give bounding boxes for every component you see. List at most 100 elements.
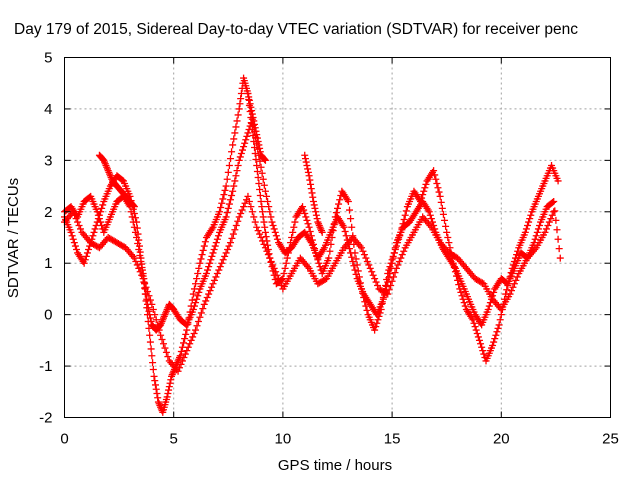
data-point [289, 228, 297, 236]
data-point [98, 204, 106, 212]
data-point [244, 90, 252, 97]
data-point [234, 162, 242, 169]
data-point [325, 254, 333, 262]
data-point [385, 286, 393, 294]
data-point [326, 247, 334, 255]
data-point [69, 208, 77, 216]
data-point [176, 364, 184, 372]
data-point [472, 326, 480, 334]
data-point [342, 232, 350, 240]
data-point [165, 383, 173, 391]
data-point [217, 204, 225, 211]
data-point [300, 206, 308, 214]
y-tick-label: 4 [44, 101, 52, 118]
data-point [261, 223, 269, 231]
data-point [336, 196, 344, 204]
data-point [231, 226, 239, 234]
data-point [473, 330, 481, 337]
data-point [223, 175, 231, 183]
data-point [154, 394, 162, 402]
data-point [305, 172, 313, 180]
data-point [149, 359, 157, 367]
data-point [167, 376, 175, 384]
data-point [555, 245, 563, 253]
data-point [231, 177, 239, 185]
data-point [221, 186, 229, 194]
data-point [174, 367, 182, 375]
data-point [240, 203, 248, 211]
data-point [432, 175, 440, 183]
data-point [89, 232, 97, 240]
data-point [197, 309, 205, 317]
data-point [309, 193, 317, 201]
data-point [478, 343, 486, 351]
data-point [554, 177, 562, 185]
data-point [490, 288, 498, 296]
data-point [181, 335, 189, 343]
data-point [249, 114, 257, 121]
data-point [422, 180, 430, 188]
data-point [71, 211, 79, 219]
data-point [312, 208, 320, 216]
data-point [392, 264, 400, 272]
marker-layer [61, 74, 564, 416]
data-point [363, 258, 371, 265]
data-point [335, 200, 343, 208]
data-point [247, 103, 255, 111]
data-point [509, 283, 517, 291]
data-point [492, 331, 500, 339]
data-point [225, 200, 233, 208]
data-point [534, 225, 542, 233]
data-point [136, 252, 144, 259]
data-point [166, 379, 174, 387]
plot-frame [64, 57, 611, 418]
data-point [224, 246, 232, 253]
data-point [209, 280, 217, 288]
data-point [138, 264, 146, 271]
data-point [273, 271, 281, 279]
data-point [81, 256, 89, 264]
data-point [387, 282, 395, 289]
data-point [425, 208, 433, 216]
data-point [391, 269, 399, 277]
data-point [427, 215, 435, 223]
data-point [512, 276, 520, 284]
data-point [85, 246, 93, 253]
data-point [246, 100, 254, 108]
data-point [204, 266, 212, 274]
data-point [152, 381, 159, 389]
data-point [130, 254, 138, 262]
data-point [200, 300, 208, 308]
data-point [77, 225, 85, 233]
data-point [146, 331, 154, 339]
data-point [144, 304, 152, 312]
data-point [192, 280, 200, 288]
data-point [225, 242, 233, 250]
data-point [253, 134, 261, 142]
data-point [527, 211, 535, 219]
data-point [235, 156, 243, 164]
data-point [212, 239, 220, 247]
data-point [196, 313, 204, 321]
data-point [485, 302, 493, 310]
data-point [212, 273, 220, 281]
data-point [253, 131, 261, 139]
data-point [244, 129, 252, 137]
data-point [211, 242, 219, 250]
data-point [259, 175, 267, 183]
data-point [495, 321, 503, 329]
data-point [134, 240, 142, 247]
data-point [253, 162, 261, 169]
data-point [145, 307, 153, 315]
data-point [474, 333, 482, 341]
data-point [189, 290, 197, 298]
data-point [147, 318, 155, 325]
data-point [139, 275, 147, 283]
data-point [133, 234, 141, 241]
data-point [302, 158, 310, 166]
data-point [226, 155, 234, 163]
data-point [545, 218, 553, 226]
data-point [181, 350, 189, 358]
data-point [344, 198, 352, 205]
